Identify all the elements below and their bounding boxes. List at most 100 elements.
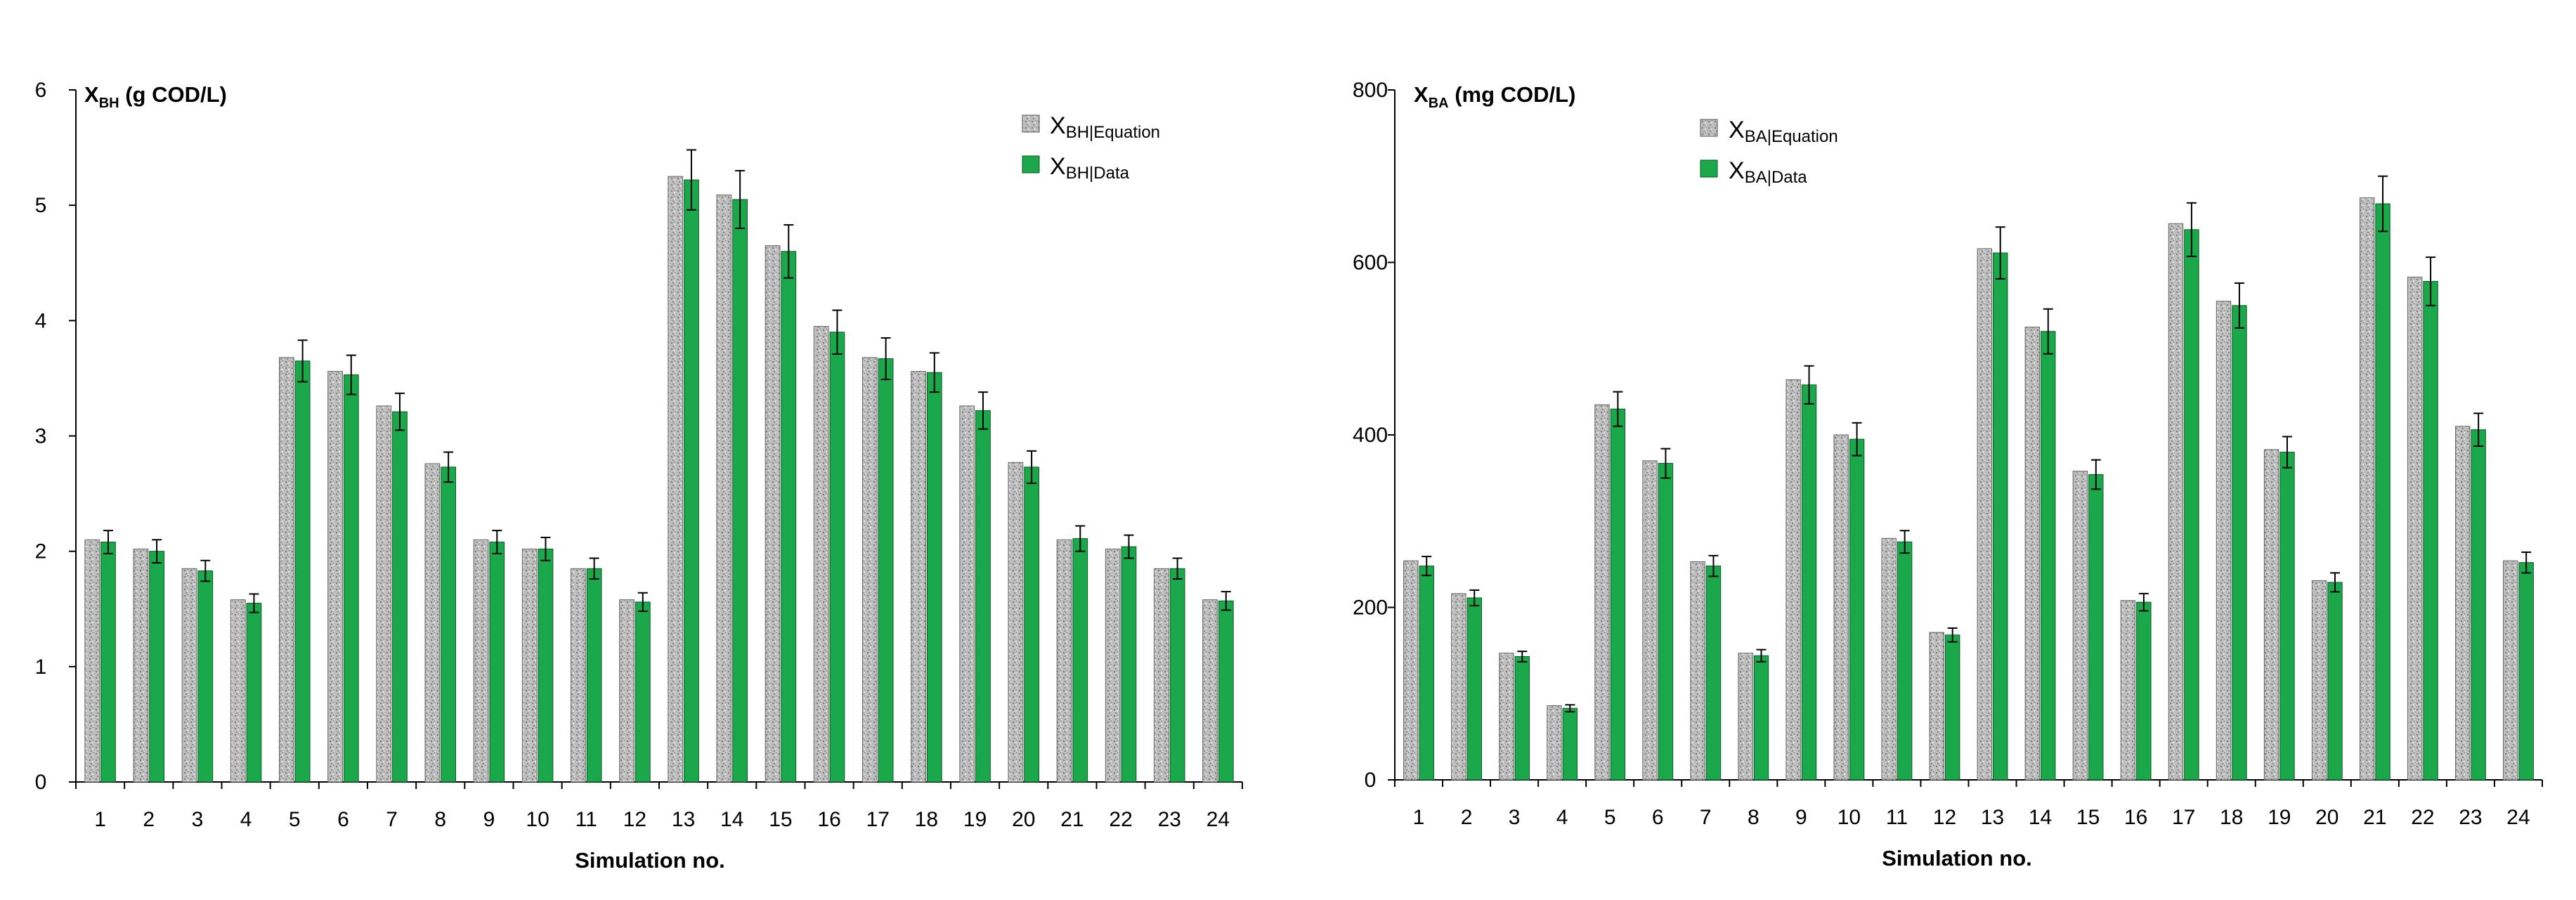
x-tick-label: 6 (1652, 806, 1664, 829)
bar-data (100, 542, 116, 783)
legend-swatch-equation (1022, 115, 1040, 133)
x-tick-label: 6 (337, 808, 349, 831)
bar-data (2327, 582, 2343, 781)
x-axis-label: Simulation no. (1882, 846, 2032, 870)
bar-data (1218, 600, 1234, 783)
bar-data (2279, 452, 2295, 781)
bar-data (684, 179, 699, 783)
bars (84, 149, 1234, 783)
x-tick-label: 23 (1158, 808, 1181, 831)
bar-data (1993, 252, 2008, 781)
bar-equation (230, 599, 246, 783)
bar-equation (911, 371, 926, 783)
bar-equation (1056, 539, 1072, 783)
bar-data (2423, 281, 2438, 781)
x-tick-label: 22 (2411, 806, 2434, 829)
x-tick-label: 14 (2029, 806, 2052, 829)
bar-data (2518, 562, 2534, 781)
bar-equation (181, 568, 197, 783)
x-tick-label: 11 (575, 808, 597, 831)
x-tick-label: 21 (1060, 808, 1084, 831)
bar-equation (2263, 449, 2279, 781)
x-tick-label: 14 (720, 808, 743, 831)
y-tick-label: 800 (1353, 79, 1388, 102)
bar-equation (1833, 434, 1849, 781)
bar-data (149, 551, 164, 783)
bar-equation (716, 194, 732, 783)
bar-data (197, 570, 214, 783)
bar-data (586, 568, 602, 783)
bar-equation (2024, 327, 2041, 781)
bar-equation (1403, 560, 1419, 781)
bar-equation (279, 357, 294, 783)
bar-data (1658, 463, 1674, 781)
chart-title: XBH (g COD/L) (84, 82, 227, 111)
x-tick-label: 20 (1012, 808, 1035, 831)
bar-data (1753, 655, 1769, 781)
x-tick-label: 1 (94, 808, 106, 831)
y-ticks: 0 1 2 3 4 5 6 (35, 79, 76, 794)
legend-swatch-equation (1700, 119, 1718, 137)
bar-data (1897, 541, 1913, 781)
bar-equation (1785, 379, 1801, 781)
bar-data (2041, 331, 2056, 781)
bar-data (343, 374, 359, 783)
bar-equation (1008, 462, 1024, 783)
x-tick-label: 15 (2076, 806, 2100, 829)
bar-data (2136, 601, 2152, 781)
x-tick-label: 7 (386, 808, 398, 831)
bar-equation (862, 357, 878, 783)
legend: XBH|Equation XBH|Data (1022, 112, 1160, 183)
bar-equation (1690, 561, 1705, 781)
y-tick-label: 4 (35, 309, 47, 332)
bar-equation (84, 539, 100, 783)
legend-swatch-data (1700, 159, 1718, 178)
bar-equation (1977, 248, 1993, 781)
bar-equation (1594, 404, 1610, 781)
bar-data (1024, 467, 1039, 783)
bar-equation (2407, 276, 2423, 781)
x-tick-label: 16 (817, 808, 840, 831)
x-tick-label: 10 (1837, 806, 1861, 829)
x-tick-label: 9 (483, 808, 495, 831)
x-tick-label: 16 (2124, 806, 2147, 829)
x-tick-label: 19 (2268, 806, 2291, 829)
x-tick-label: 10 (526, 808, 549, 831)
bar-equation (133, 548, 149, 783)
bar-equation (619, 599, 635, 783)
legend-label-data: XBA|Data (1729, 157, 1807, 187)
bar-equation (765, 245, 781, 783)
bar-data (489, 542, 505, 783)
x-tick-label: 19 (963, 808, 987, 831)
bar-data (1562, 707, 1578, 781)
y-tick-label: 3 (35, 425, 47, 448)
x-tick-label: 22 (1109, 808, 1132, 831)
chart-title: XBA (mg COD/L) (1414, 82, 1575, 111)
bar-equation (1202, 599, 1218, 783)
x-ticks: 1 2 3 4 5 6 7 8 9 10 11 12 13 14 15 16 17 18 19 20 21 22 23 24 (75, 782, 1243, 831)
bar-data (732, 199, 748, 783)
bar-equation (2216, 301, 2232, 781)
x-tick-label: 12 (623, 808, 646, 831)
x-tick-label: 9 (1795, 806, 1807, 829)
x-tick-label: 18 (2220, 806, 2243, 829)
bar-equation (1881, 537, 1897, 781)
bar-equation (1547, 705, 1562, 781)
x-tick-label: 1 (1413, 806, 1425, 829)
x-tick-label: 23 (2459, 806, 2482, 829)
x-tick-label: 8 (434, 808, 446, 831)
x-tick-label: 13 (1981, 806, 2004, 829)
bar-equation (1642, 460, 1658, 781)
bar-equation (2455, 426, 2471, 781)
bar-data (538, 548, 554, 783)
x-tick-label: 3 (1509, 806, 1521, 829)
bar-data (2375, 203, 2390, 781)
x-axis-label: Simulation no. (575, 848, 725, 873)
bar-equation (1154, 568, 1169, 783)
legend-label-equation: XBA|Equation (1729, 117, 1838, 146)
y-tick-label: 200 (1353, 596, 1388, 620)
y-tick-label: 0 (35, 771, 47, 794)
x-tick-label: 15 (769, 808, 792, 831)
